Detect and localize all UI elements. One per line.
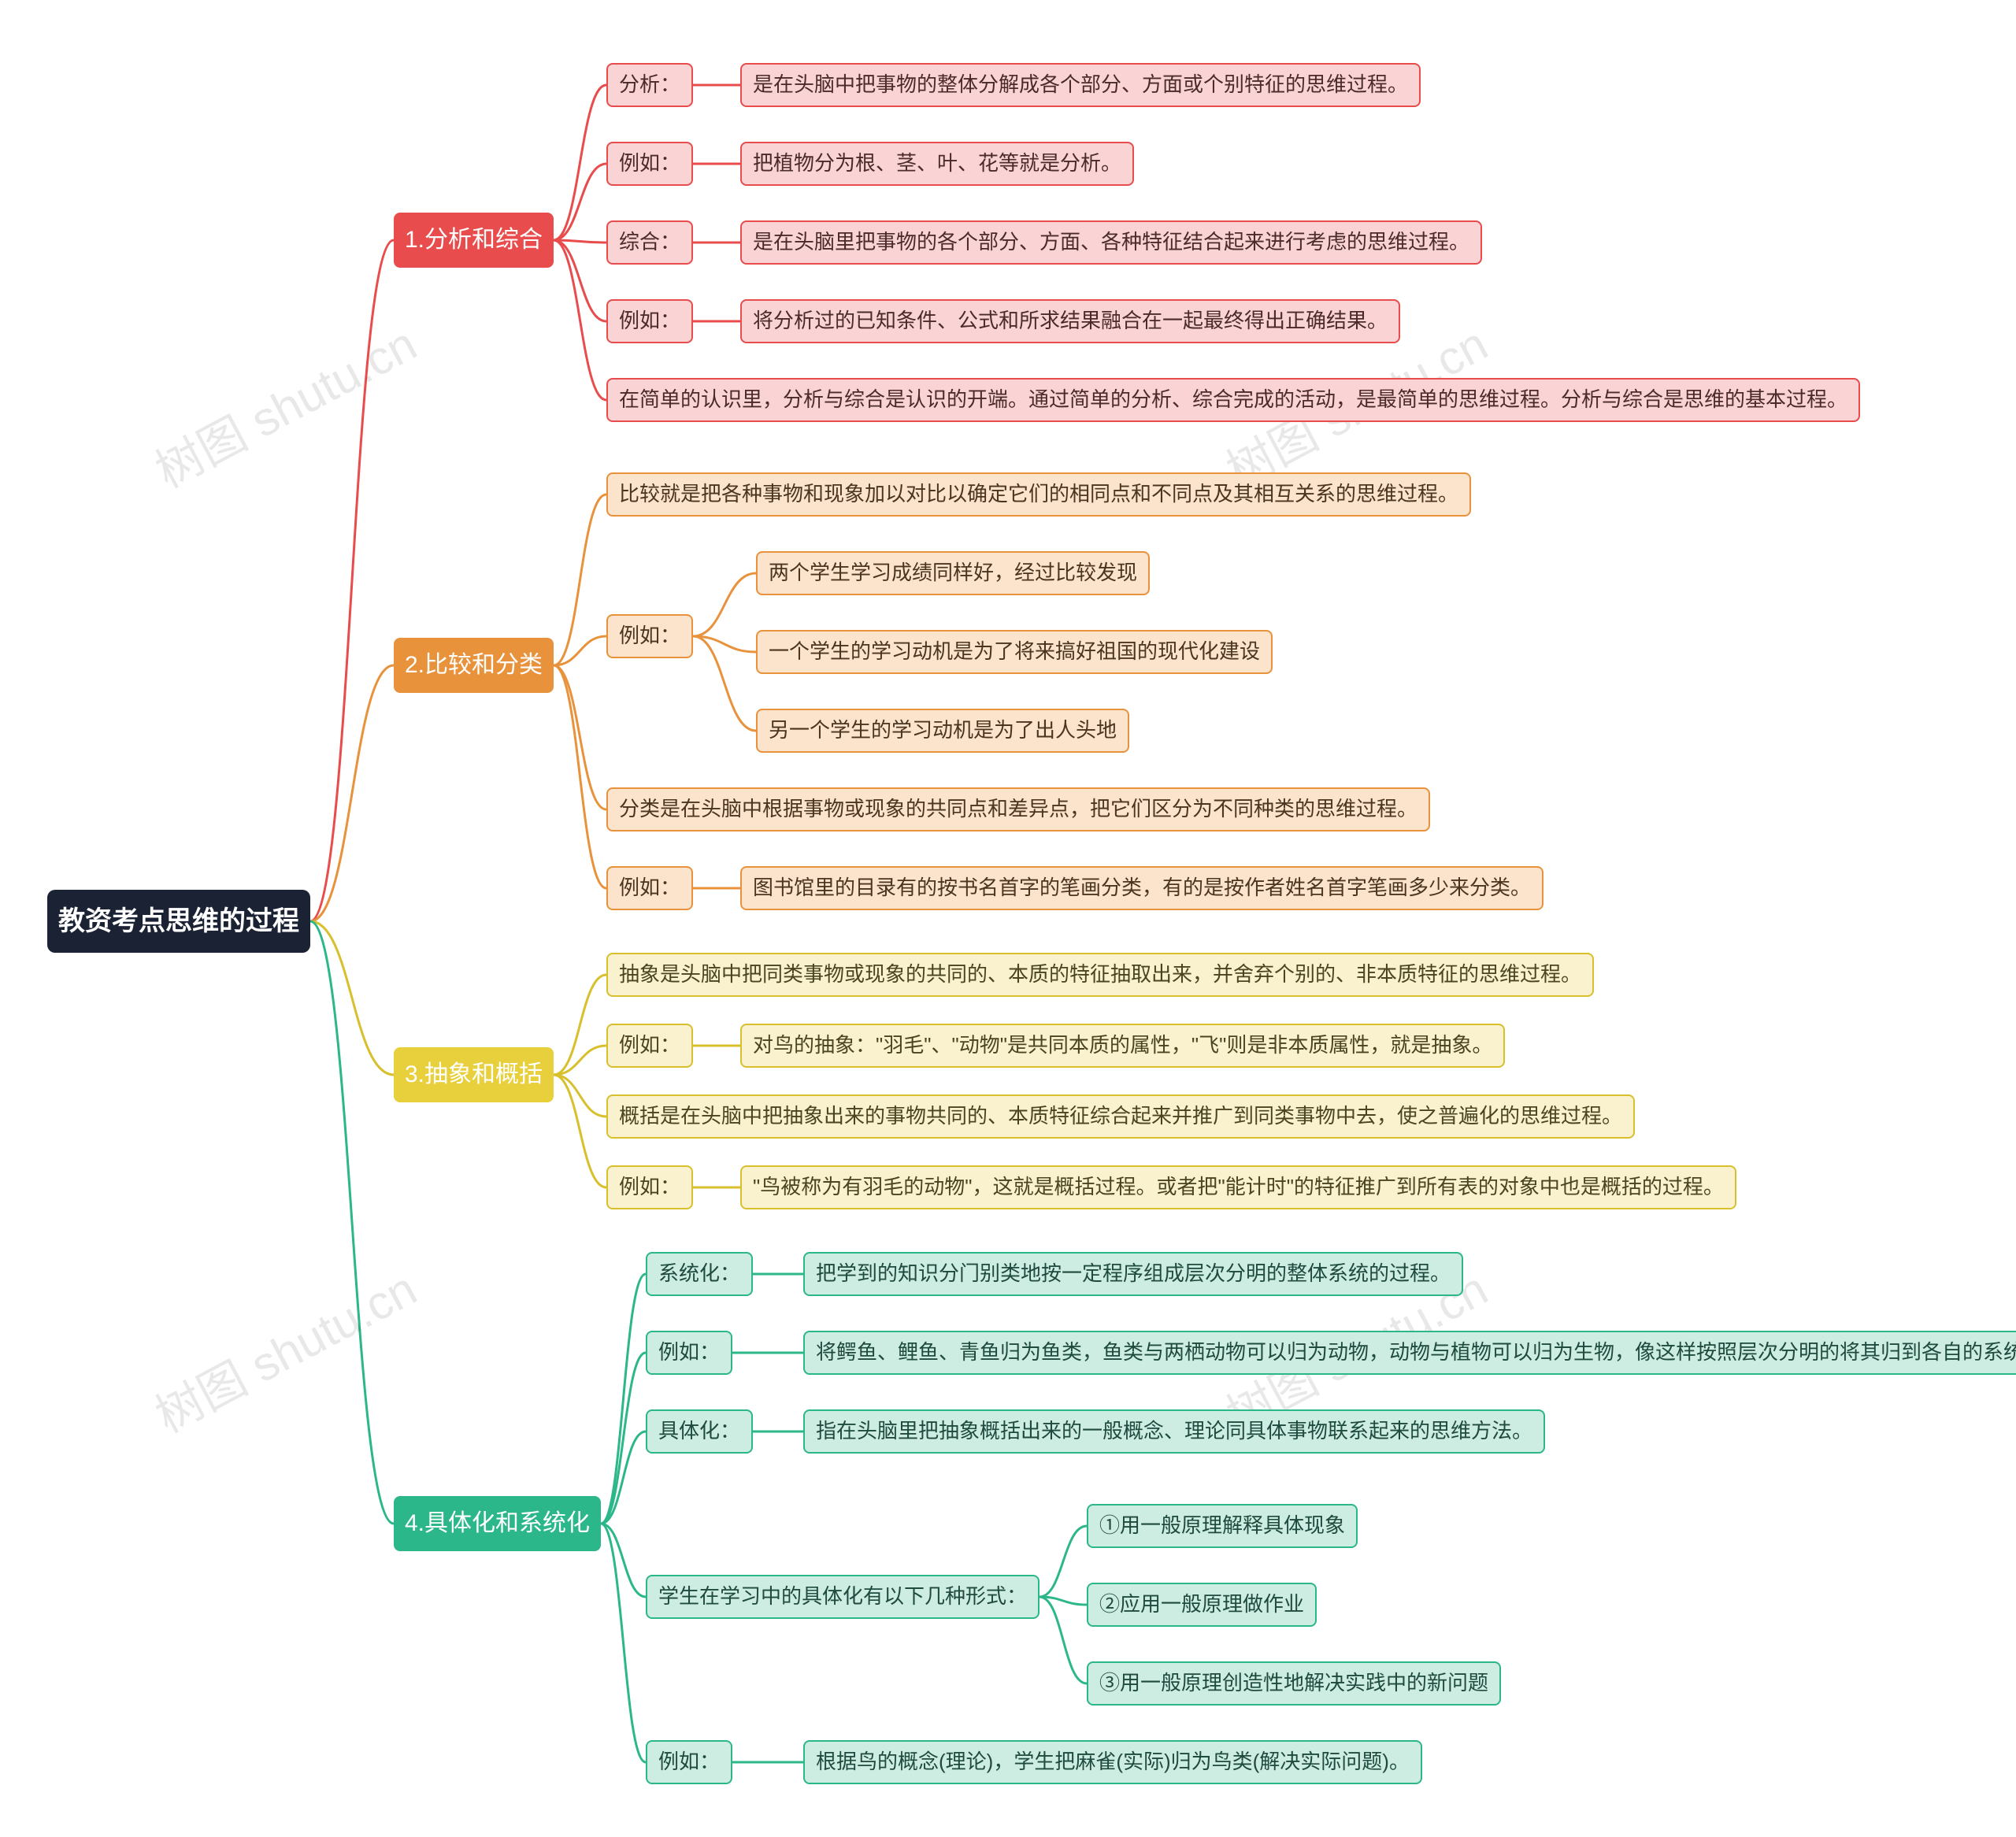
label-node: 系统化： <box>646 1252 753 1296</box>
leaf-node: 两个学生学习成绩同样好，经过比较发现 <box>756 551 1150 595</box>
label-node: 学生在学习中的具体化有以下几种形式： <box>646 1575 1040 1619</box>
leaf-node: 将分析过的已知条件、公式和所求结果融合在一起最终得出正确结果。 <box>740 299 1400 343</box>
watermark: 树图 shutu.cn <box>142 306 427 501</box>
leaf-node: ①用一般原理解释具体现象 <box>1087 1504 1358 1548</box>
label-node: 具体化： <box>646 1409 753 1454</box>
label-node: 例如： <box>606 614 693 658</box>
label-node: 例如： <box>606 866 693 910</box>
label-node: 例如： <box>646 1331 732 1375</box>
label-node: 例如： <box>606 142 693 186</box>
leaf-node: 是在头脑里把事物的各个部分、方面、各种特征结合起来进行考虑的思维过程。 <box>740 220 1482 265</box>
leaf-node: ②应用一般原理做作业 <box>1087 1583 1317 1627</box>
leaf-node: 概括是在头脑中把抽象出来的事物共同的、本质特征综合起来并推广到同类事物中去，使之… <box>606 1094 1635 1139</box>
label-node: 例如： <box>606 299 693 343</box>
label-node: 分析： <box>606 63 693 107</box>
leaf-node: 分类是在头脑中根据事物或现象的共同点和差异点，把它们区分为不同种类的思维过程。 <box>606 787 1430 831</box>
leaf-node: 指在头脑里把抽象概括出来的一般概念、理论同具体事物联系起来的思维方法。 <box>803 1409 1545 1454</box>
leaf-node: 抽象是头脑中把同类事物或现象的共同的、本质的特征抽取出来，并舍弃个别的、非本质特… <box>606 953 1594 997</box>
leaf-node: 一个学生的学习动机是为了将来搞好祖国的现代化建设 <box>756 630 1273 674</box>
label-node: 综合： <box>606 220 693 265</box>
label-node: 例如： <box>606 1024 693 1068</box>
leaf-node: 对鸟的抽象："羽毛"、"动物"是共同本质的属性，"飞"则是非本质属性，就是抽象。 <box>740 1024 1505 1068</box>
mindmap-canvas: 树图 shutu.cn树图 shutu.cn树图 shutu.cn树图 shut… <box>0 0 2016 1837</box>
leaf-node: ③用一般原理创造性地解决实践中的新问题 <box>1087 1661 1501 1706</box>
leaf-node: 把植物分为根、茎、叶、花等就是分析。 <box>740 142 1134 186</box>
leaf-node: 把学到的知识分门别类地按一定程序组成层次分明的整体系统的过程。 <box>803 1252 1463 1296</box>
leaf-node: 比较就是把各种事物和现象加以对比以确定它们的相同点和不同点及其相互关系的思维过程… <box>606 472 1471 517</box>
label-node: 例如： <box>606 1165 693 1209</box>
leaf-node: 根据鸟的概念(理论)，学生把麻雀(实际)归为鸟类(解决实际问题)。 <box>803 1740 1422 1784</box>
leaf-node: 将鳄鱼、鲤鱼、青鱼归为鱼类，鱼类与两栖动物可以归为动物，动物与植物可以归为生物，… <box>803 1331 2016 1375</box>
leaf-node: 在简单的认识里，分析与综合是认识的开端。通过简单的分析、综合完成的活动，是最简单… <box>606 378 1860 422</box>
label-node: 例如： <box>646 1740 732 1784</box>
leaf-node: "鸟被称为有羽毛的动物"，这就是概括过程。或者把"能计时"的特征推广到所有表的对… <box>740 1165 1736 1209</box>
leaf-node: 另一个学生的学习动机是为了出人头地 <box>756 709 1129 753</box>
root-node[interactable]: 教资考点思维的过程 <box>47 890 310 953</box>
branch-b3[interactable]: 3.抽象和概括 <box>394 1047 554 1102</box>
watermark: 树图 shutu.cn <box>142 1251 427 1446</box>
branch-b4[interactable]: 4.具体化和系统化 <box>394 1496 601 1551</box>
branch-b2[interactable]: 2.比较和分类 <box>394 638 554 693</box>
branch-b1[interactable]: 1.分析和综合 <box>394 213 554 268</box>
leaf-node: 是在头脑中把事物的整体分解成各个部分、方面或个别特征的思维过程。 <box>740 63 1421 107</box>
leaf-node: 图书馆里的目录有的按书名首字的笔画分类，有的是按作者姓名首字笔画多少来分类。 <box>740 866 1544 910</box>
